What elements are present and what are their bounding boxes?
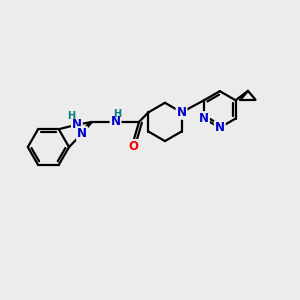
Text: N: N [176, 106, 187, 119]
Text: N: N [110, 116, 121, 128]
Text: O: O [128, 140, 138, 153]
Text: N: N [199, 112, 209, 125]
Text: H: H [113, 109, 121, 119]
Text: N: N [77, 127, 87, 140]
Text: H: H [68, 111, 76, 122]
Text: N: N [215, 121, 225, 134]
Text: N: N [72, 118, 82, 131]
